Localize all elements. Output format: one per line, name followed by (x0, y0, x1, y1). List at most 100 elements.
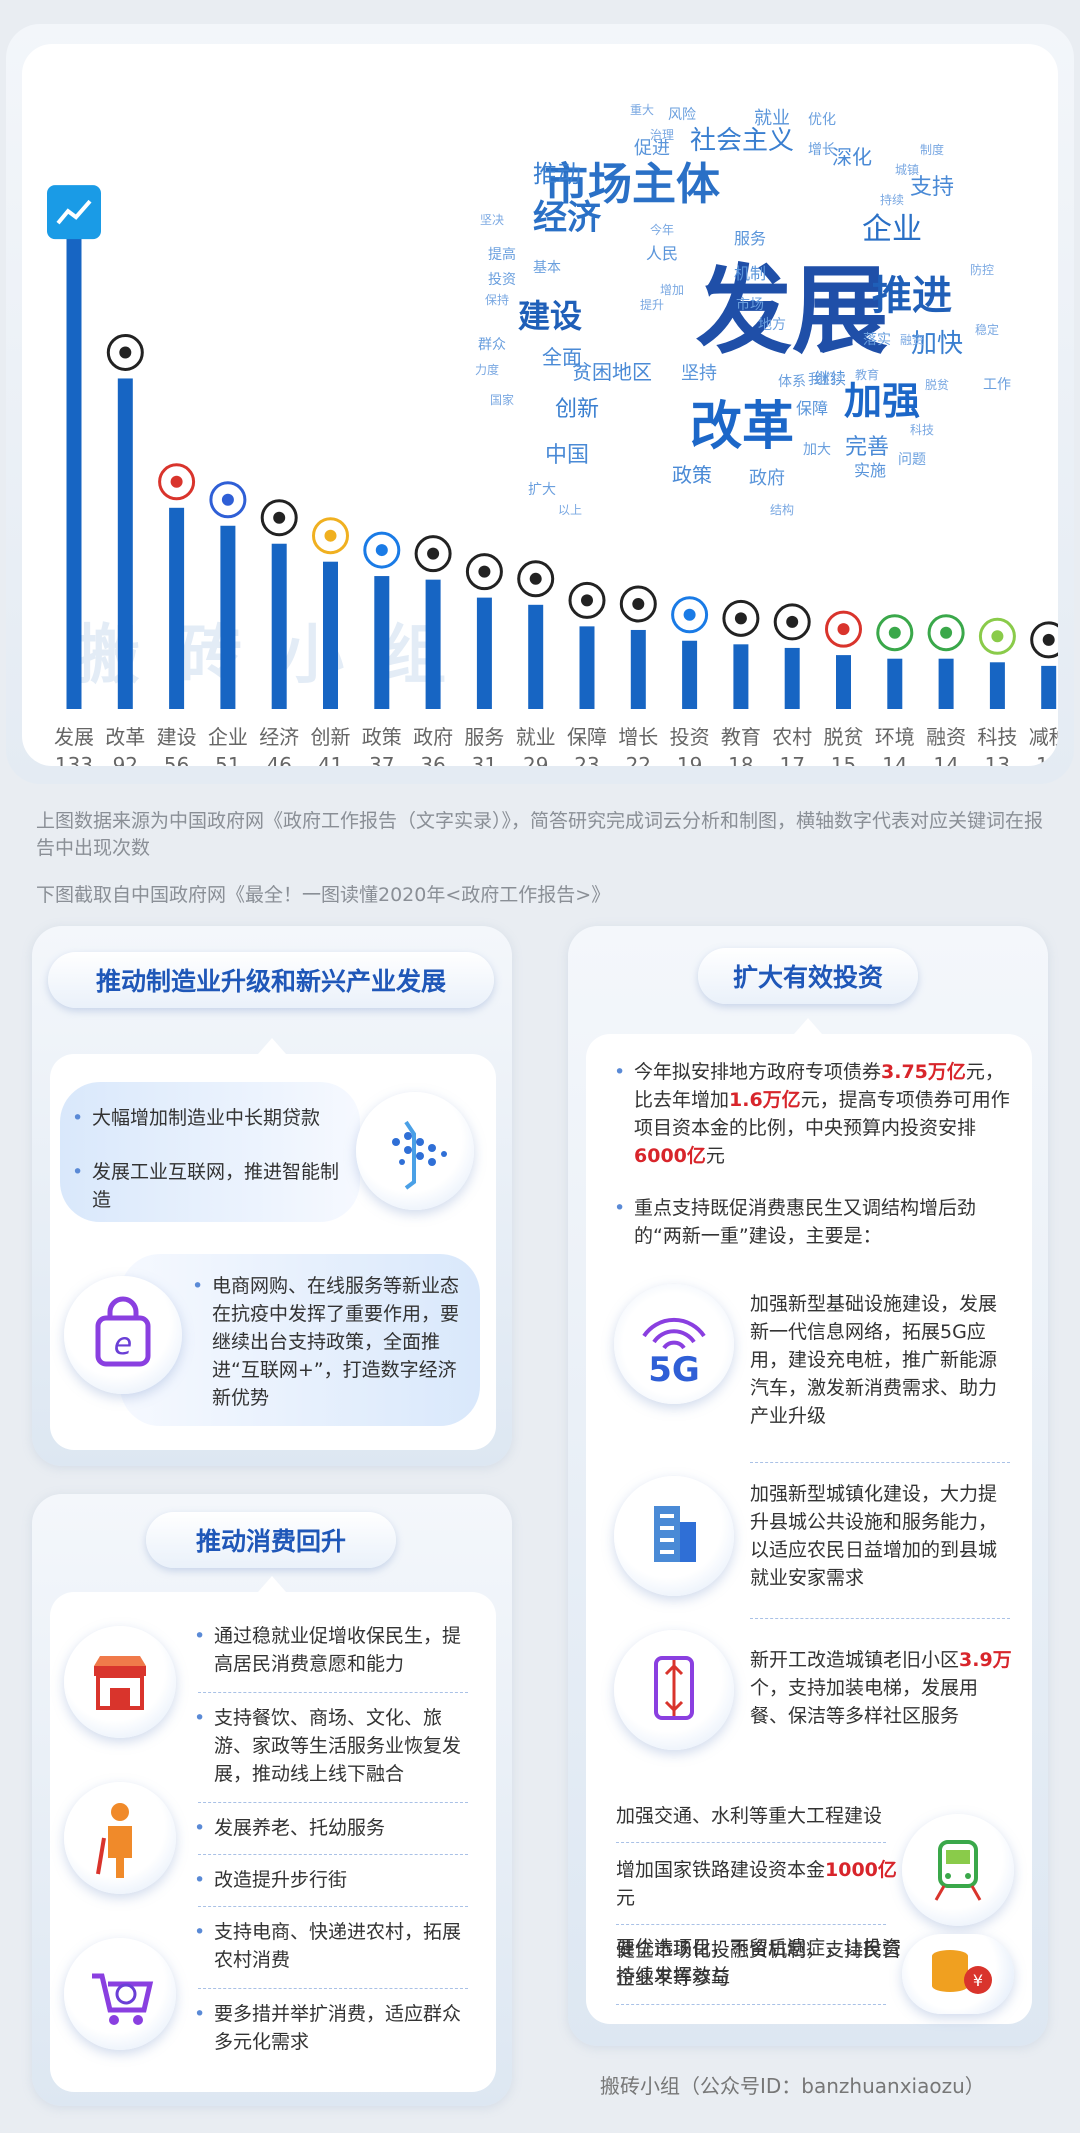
icon-ring (773, 603, 811, 641)
wordcloud-word: 地方 (758, 317, 786, 333)
list-item: 健全市场化投融资机制，支持民营企业平等参与 (616, 1939, 902, 1989)
bar (989, 662, 1005, 709)
icon-ring (978, 617, 1016, 655)
wordcloud-word: 提升 (640, 297, 664, 312)
panel-manufacturing: 推动制造业升级和新兴产业发展 大幅增加制造业中长期贷款 发展工业互联网，推进智能… (32, 926, 512, 1466)
wordcloud-word: 稳定 (975, 322, 999, 337)
divider (198, 1854, 468, 1855)
x-tick-label: 政府 (413, 725, 453, 749)
x-tick-label: 融资 (926, 725, 966, 749)
x-tick-label: 农村 (772, 725, 812, 749)
divider (750, 1618, 1010, 1619)
ai-brain-icon (356, 1092, 474, 1210)
list-item: 要优选项目，不留后遗症，让投资持续发挥效益 (616, 1937, 902, 1987)
list-item: 电商网购、在线服务等新业态在抗疫中发挥了重要作用，要继续出台支持政策，全面推进“… (192, 1272, 466, 1412)
pointer (258, 1038, 286, 1054)
bar (836, 655, 851, 709)
wordcloud-word: 全面 (542, 345, 582, 369)
wordcloud-word: 科技 (910, 423, 934, 437)
x-tick-label: 企业 (208, 725, 248, 749)
bar (630, 629, 646, 709)
icon-ring (465, 553, 503, 591)
wordcloud-word: 经济 (533, 198, 602, 238)
keyword-icon (47, 185, 101, 240)
icon-ring (414, 535, 452, 573)
bar (476, 597, 492, 709)
icon-ring (363, 531, 401, 569)
chart-icon-bg (47, 185, 101, 240)
wordcloud-word: 工作 (983, 377, 1011, 393)
icon-ring (619, 585, 657, 623)
wordcloud-word: 支持 (910, 175, 954, 200)
icon-ring (825, 610, 862, 648)
keyword-icon (927, 614, 965, 652)
icon-dot (478, 565, 491, 578)
icon-dot (632, 597, 645, 610)
icon-dot (427, 547, 440, 560)
wordcloud-word: 创新 (555, 397, 599, 422)
data-label: 23 (574, 753, 599, 766)
x-tick-label: 环境 (875, 725, 915, 749)
icon-dot (940, 626, 953, 639)
bar (271, 543, 287, 709)
keyword-icon (517, 560, 555, 598)
wordcloud-word: 保持 (485, 292, 509, 307)
list-item: 发展工业互联网，推进智能制造 (72, 1158, 342, 1214)
value-old-communities: 3.9万 (959, 1649, 1012, 1671)
wordcloud-word: 加快 (911, 329, 963, 359)
bar (528, 604, 544, 709)
bar (169, 507, 185, 709)
wordcloud-word: 增长 (808, 142, 836, 158)
panel-consumption-title: 推动消费回升 (146, 1512, 396, 1568)
icon-ring (106, 333, 144, 371)
keyword-icon (876, 614, 914, 652)
keyword-icon (773, 603, 811, 641)
wordcloud-word: 深化 (832, 145, 872, 169)
wordcloud-word: 优化 (808, 112, 836, 128)
shopping-cart-icon (64, 1938, 176, 2050)
wordcloud-word: 持续 (880, 192, 904, 207)
list-item: 支持餐饮、商场、文化、旅游、家政等生活服务业恢复发展，推动线上线下融合 (194, 1704, 476, 1788)
wordcloud-word: 人民 (646, 244, 678, 263)
divider (616, 1842, 886, 1843)
wordcloud-word: 教育 (855, 367, 879, 382)
value-increase: 1.6万亿 (729, 1089, 801, 1111)
divider (198, 1802, 468, 1803)
keyword-icon (1030, 621, 1058, 659)
icon-ring (209, 481, 247, 519)
list-item-railway: 增加国家铁路建设资本金1000亿元 (616, 1856, 906, 1912)
wordcloud-word: 力度 (475, 362, 499, 377)
data-label: 46 (266, 753, 291, 766)
list-item: 支持电商、快递进农村，拓展农村消费 (194, 1918, 476, 1974)
text: 今年拟安排地方政府专项债券 (634, 1061, 882, 1083)
bar (682, 640, 698, 709)
icon-dot (1042, 633, 1055, 646)
5g-label: 5G (648, 1350, 700, 1390)
elevator-icon (614, 1630, 734, 1750)
x-tick-label: 建设 (157, 725, 197, 749)
wordcloud-word: 结构 (770, 502, 794, 517)
shop-icon (64, 1626, 176, 1738)
bar (1041, 665, 1057, 709)
wordcloud-word: 中国 (545, 443, 589, 468)
bar (938, 658, 954, 709)
text: 元 (705, 1145, 725, 1167)
wordcloud-word: 以上 (558, 503, 582, 517)
x-tick-label: 服务 (464, 725, 504, 749)
divider (616, 1924, 886, 1925)
list-item: 大幅增加制造业中长期贷款 (72, 1104, 342, 1132)
bar (733, 644, 749, 709)
wordcloud-word: 市场 (736, 296, 764, 313)
keyword-icon (978, 617, 1016, 655)
wordcloud-word: 继续 (814, 369, 846, 388)
text: 元，比去年增加 (634, 1061, 1004, 1111)
list-item: 要多措并举扩消费，适应群众多元化需求 (194, 2000, 476, 2056)
text: 增加国家铁路建设资本金 (616, 1859, 826, 1881)
text: 元 (616, 1887, 636, 1909)
x-tick-label: 创新 (311, 725, 351, 749)
value-railway: 1000亿 (825, 1859, 897, 1881)
keyword-icon (260, 499, 298, 537)
wordcloud-word: 改革 (690, 397, 794, 457)
wordcloud-word: 问题 (898, 452, 926, 468)
data-label: 14 (882, 753, 907, 766)
